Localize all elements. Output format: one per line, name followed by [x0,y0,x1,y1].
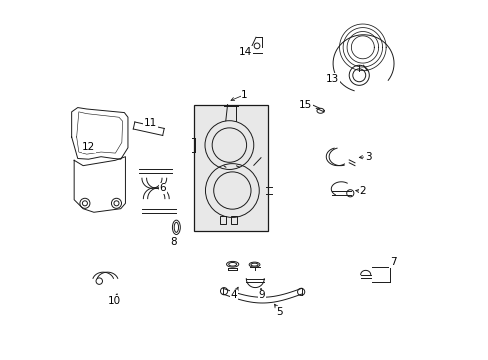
Bar [220,216,225,225]
Text: 14: 14 [239,46,252,57]
Text: 1: 1 [241,90,247,100]
Bar [193,105,267,231]
Text: 10: 10 [108,296,121,306]
Bar [231,216,236,225]
Text: 5: 5 [276,307,283,316]
Text: 4: 4 [230,291,237,301]
Text: 6: 6 [159,183,166,193]
Text: 7: 7 [389,257,396,267]
Text: 3: 3 [364,152,371,162]
Text: 2: 2 [359,186,366,197]
Text: 12: 12 [82,142,95,152]
Text: 9: 9 [258,291,264,301]
Text: 8: 8 [169,237,176,247]
Text: 13: 13 [325,74,339,84]
Text: 15: 15 [299,100,312,110]
Text: 11: 11 [143,118,157,128]
